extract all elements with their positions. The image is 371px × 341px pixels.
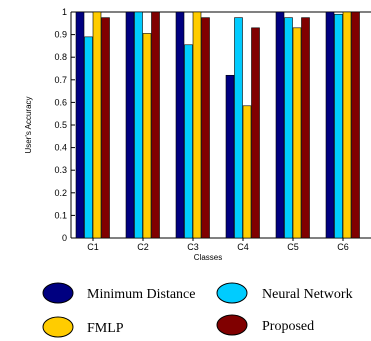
bar-proposed-c3 xyxy=(201,17,210,239)
y-tick-label: 0.2 xyxy=(54,188,67,198)
bar-minimum-distance-c4 xyxy=(225,74,235,239)
bar-proposed-c4 xyxy=(251,27,260,239)
x-tick-label: C1 xyxy=(87,242,99,252)
y-tick-label: 0.6 xyxy=(54,97,67,107)
bar-neural-network-c2 xyxy=(134,11,143,239)
y-tick-label: 0.1 xyxy=(54,210,67,220)
x-axis-ticks: C1 C2 C3 C4 C5 C6 xyxy=(87,238,349,252)
bar-proposed-c1 xyxy=(101,17,110,239)
bar-neural-network-c5 xyxy=(284,17,293,239)
bar-fmlp-c5 xyxy=(292,27,302,239)
bar-minimum-distance-c2 xyxy=(125,11,135,239)
bar-neural-network-c1 xyxy=(84,36,93,239)
bar-minimum-distance-c5 xyxy=(275,11,285,239)
y-axis-ticks: 0 0.1 0.2 0.3 0.4 0.5 0.6 0.7 0.8 0.9 1 xyxy=(54,7,75,243)
bar-proposed-c6 xyxy=(351,11,360,239)
legend-label-proposed: Proposed xyxy=(262,319,314,334)
bar-proposed-c2 xyxy=(151,11,160,239)
x-tick-label: C4 xyxy=(237,242,249,252)
x-tick-label: C6 xyxy=(337,242,349,252)
bar-fmlp-c2 xyxy=(142,33,152,239)
legend-swatch-minimum-distance xyxy=(42,282,74,304)
bar-fmlp-c4 xyxy=(242,105,252,239)
bar-minimum-distance-c6 xyxy=(325,11,335,239)
y-tick-label: 1 xyxy=(62,7,67,17)
y-tick-label: 0.7 xyxy=(54,75,67,85)
legend-label-fmlp: FMLP xyxy=(87,321,124,336)
bar-neural-network-c6 xyxy=(334,13,343,239)
y-tick-label: 0.8 xyxy=(54,52,67,62)
bar-minimum-distance-c1 xyxy=(75,11,85,239)
bar-fmlp-c1 xyxy=(92,11,102,239)
y-tick-label: 0.5 xyxy=(54,120,67,130)
legend-label-neural-network: Neural Network xyxy=(262,287,353,302)
y-tick-label: 0 xyxy=(62,233,67,243)
x-tick-label: C2 xyxy=(137,242,149,252)
bar-neural-network-c4 xyxy=(234,17,243,239)
x-tick-label: C3 xyxy=(187,242,199,252)
y-tick-label: 0.4 xyxy=(54,143,67,153)
legend-swatch-neural-network xyxy=(216,282,248,304)
bar-neural-network-c3 xyxy=(184,44,193,239)
legend-swatch-fmlp xyxy=(42,316,74,338)
y-axis-label: User's Accuracy xyxy=(24,96,33,153)
legend-label-minimum-distance: Minimum Distance xyxy=(87,287,196,302)
bar-proposed-c5 xyxy=(301,17,310,239)
legend-swatch-proposed xyxy=(216,314,248,336)
y-tick-label: 0.9 xyxy=(54,30,67,40)
bar-fmlp-c3 xyxy=(192,11,202,239)
y-tick-label: 0.3 xyxy=(54,165,67,175)
legend: Minimum Distance Neural Network FMLP Propos… xyxy=(42,282,353,338)
bar-fmlp-c6 xyxy=(342,11,352,239)
x-tick-label: C5 xyxy=(287,242,299,252)
plot-area xyxy=(70,11,371,239)
bar-minimum-distance-c3 xyxy=(175,11,185,239)
x-axis-label: Classes xyxy=(194,253,222,262)
